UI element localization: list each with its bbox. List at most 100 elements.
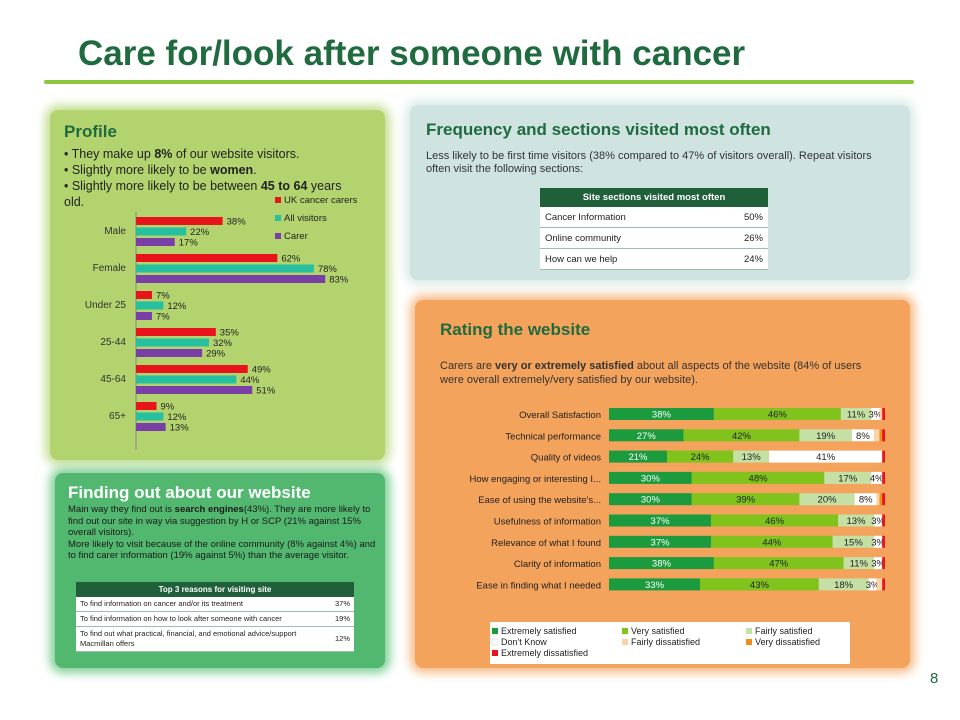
finding-text: Main way they find out is search engines… <box>68 504 376 561</box>
bar-segment <box>882 450 885 463</box>
finding-heading: Finding out about our website <box>68 483 311 502</box>
reasons-table: Top 3 reasons for visiting site To find … <box>76 582 354 652</box>
legend-label: Fairly dissatisfied <box>631 637 700 647</box>
bar-segment <box>838 514 874 527</box>
table-row: Online community 26% <box>540 227 768 249</box>
data-label: 22% <box>190 227 210 238</box>
data-label: 18% <box>834 580 854 591</box>
legend-box <box>490 622 850 664</box>
category-label: Ease of using the website's... <box>478 495 601 506</box>
data-label: 44% <box>240 375 260 386</box>
data-label: 17% <box>838 473 858 484</box>
page-title: Care for/look after someone with cancer <box>78 34 746 73</box>
category-label: Technical performance <box>505 431 601 442</box>
data-label: 24% <box>691 452 711 463</box>
legend-swatch <box>746 639 752 645</box>
bar <box>136 365 248 373</box>
bar-segment <box>840 408 872 420</box>
bar <box>136 338 209 347</box>
bar <box>136 238 175 246</box>
bar <box>136 386 253 394</box>
bar-segment <box>882 408 885 420</box>
bar-segment <box>876 578 883 591</box>
legend-swatch <box>275 233 281 239</box>
bar-segment <box>871 408 880 420</box>
data-label: 7% <box>156 291 170 302</box>
legend-label: All visitors <box>284 213 327 224</box>
table-row: To find information on how to look after… <box>76 611 354 627</box>
category-label: 65+ <box>109 411 126 422</box>
bar-segment <box>873 429 880 442</box>
bar-segment <box>876 493 880 506</box>
title-underline <box>44 80 914 84</box>
bar-segment <box>691 471 825 484</box>
bar-segment <box>871 471 883 484</box>
data-label: 38% <box>652 559 672 570</box>
category-label: Clarity of information <box>514 559 601 570</box>
table-row: To find out what practical, financial, a… <box>76 626 354 652</box>
bar-segment <box>882 493 885 506</box>
category-label: 25-44 <box>100 337 126 348</box>
bar-segment <box>824 471 872 484</box>
data-label: 29% <box>206 349 226 360</box>
profile-bullet: • They make up 8% of our website visitor… <box>64 147 300 161</box>
data-label: 47% <box>769 559 789 570</box>
legend-swatch <box>491 638 499 646</box>
data-label: 3% <box>871 559 885 570</box>
bar <box>136 402 157 410</box>
data-label: 3% <box>868 410 882 421</box>
table-row: How can we help 24% <box>540 248 768 270</box>
bar-segment <box>799 493 855 506</box>
bar-segment <box>691 493 800 506</box>
legend-swatch <box>275 197 281 203</box>
bar <box>136 227 187 236</box>
data-label: 38% <box>652 410 672 421</box>
data-label: 41% <box>816 452 836 463</box>
sections-table-header: Site sections visited most often <box>540 188 768 207</box>
rating-panel <box>415 300 910 668</box>
page-number: 8 <box>930 670 939 687</box>
bar-segment <box>609 429 684 442</box>
legend-swatch <box>746 628 752 634</box>
bar <box>136 301 164 310</box>
bar-segment <box>882 429 885 442</box>
legend-label: Don't Know <box>501 637 547 647</box>
frequency-text: Less likely to be first time visitors (3… <box>426 150 872 175</box>
data-label: 48% <box>749 473 769 484</box>
bar <box>136 412 164 421</box>
data-label: 30% <box>641 495 661 506</box>
bar-segment <box>769 450 883 463</box>
bar-segment <box>882 557 885 570</box>
data-label: 17% <box>179 238 199 249</box>
bar-segment <box>832 535 874 548</box>
data-label: 8% <box>856 431 870 442</box>
bar-segment <box>851 429 874 442</box>
bar <box>136 217 223 225</box>
category-label: Usefulness of information <box>494 517 601 528</box>
legend-label: Extremely dissatisfied <box>501 648 588 658</box>
bar-segment <box>879 408 883 420</box>
data-label: 9% <box>161 402 175 413</box>
data-label: 13% <box>847 516 867 527</box>
legend-swatch <box>622 639 628 645</box>
bar <box>136 312 152 320</box>
category-label: Relevance of what I found <box>491 538 601 549</box>
data-label: 13% <box>742 452 762 463</box>
sections-table: Site sections visited most often Cancer … <box>540 188 768 270</box>
bar <box>136 375 237 384</box>
bar-segment <box>711 514 839 527</box>
bar-segment <box>733 450 770 463</box>
rating-heading: Rating the website <box>440 320 591 339</box>
data-label: 78% <box>318 264 338 275</box>
legend-label: UK cancer carers <box>284 195 358 206</box>
legend-swatch <box>275 215 281 221</box>
bar-segment <box>879 493 883 506</box>
legend-label: Fairly satisfied <box>755 626 813 636</box>
data-label: 11% <box>850 559 869 570</box>
data-label: 44% <box>762 537 782 548</box>
bar-segment <box>609 557 714 570</box>
bar-segment <box>609 514 712 527</box>
data-label: 43% <box>750 580 770 591</box>
profile-heading: Profile <box>64 122 117 141</box>
data-label: 35% <box>220 328 240 339</box>
